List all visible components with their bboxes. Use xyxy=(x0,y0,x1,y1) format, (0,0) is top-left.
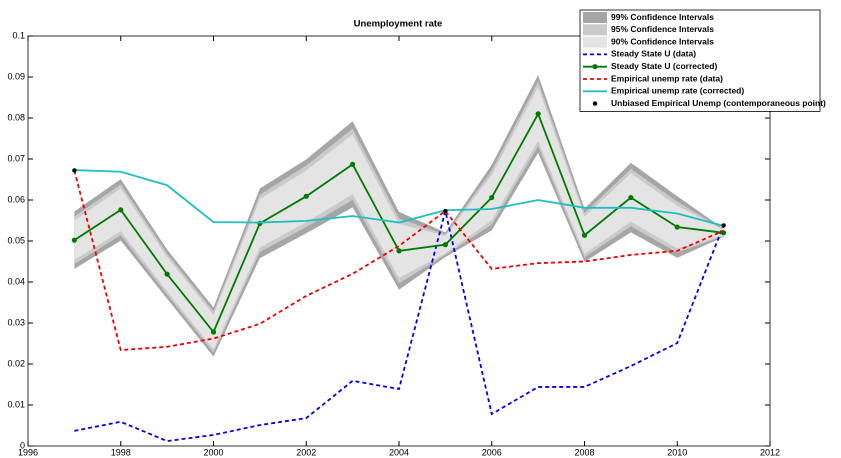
legend-label: Unbiased Empirical Unemp (contemporaneou… xyxy=(611,98,826,108)
x-tick-label: 2010 xyxy=(667,447,687,457)
x-tick-label: 2006 xyxy=(482,447,502,457)
legend-swatch xyxy=(583,12,607,23)
legend-label: Steady State U (data) xyxy=(611,49,696,59)
marker xyxy=(71,237,77,243)
y-tick-label: 0.02 xyxy=(7,358,25,368)
x-tick-label: 2008 xyxy=(574,447,594,457)
marker xyxy=(442,242,448,248)
x-tick-label: 2002 xyxy=(296,447,316,457)
marker xyxy=(489,194,495,201)
y-tick-label: 0.05 xyxy=(7,235,25,245)
y-tick-label: 0.1 xyxy=(12,30,25,40)
legend-label: 90% Confidence Intervals xyxy=(611,36,714,46)
marker xyxy=(674,224,680,230)
legend-swatch xyxy=(592,101,598,106)
y-tick-label: 0.04 xyxy=(7,276,25,286)
marker xyxy=(628,194,634,201)
legend-swatch xyxy=(592,64,598,70)
marker xyxy=(535,111,541,117)
confidence-band xyxy=(74,86,724,350)
legend-swatch xyxy=(583,24,607,36)
legend-label: Steady State U (corrected) xyxy=(611,61,717,71)
marker xyxy=(303,193,309,199)
series-line xyxy=(73,170,724,352)
y-tick-label: 0.07 xyxy=(7,153,25,163)
x-tick-label: 2004 xyxy=(389,447,409,457)
legend-label: 99% Confidence Intervals xyxy=(611,12,714,22)
marker xyxy=(164,271,170,277)
x-tick-label: 2000 xyxy=(203,447,223,457)
x-tick-label: 1998 xyxy=(111,447,131,457)
series-line xyxy=(74,169,724,227)
point xyxy=(721,223,726,228)
point xyxy=(72,168,77,173)
point xyxy=(443,208,448,214)
y-tick-label: 0.03 xyxy=(7,317,25,327)
x-tick-label: 2012 xyxy=(760,447,780,457)
chart-title: Unemployment rate xyxy=(354,19,443,30)
legend-label: 95% Confidence Intervals xyxy=(611,24,714,34)
y-tick-label: 0.08 xyxy=(7,112,25,122)
x-tick-label: 1996 xyxy=(18,447,38,457)
legend-label: Empirical unemp rate (corrected) xyxy=(611,86,744,96)
y-tick-label: 0.01 xyxy=(7,399,25,409)
marker xyxy=(581,232,588,238)
marker xyxy=(210,329,217,335)
series-line xyxy=(74,210,725,443)
plot-frame xyxy=(27,35,771,447)
marker xyxy=(396,248,402,254)
legend-swatch xyxy=(583,36,607,48)
legend-label: Empirical unemp rate (data) xyxy=(611,73,723,83)
marker xyxy=(118,207,124,213)
y-tick-label: 0 xyxy=(20,440,25,450)
y-tick-label: 0.09 xyxy=(7,71,25,81)
marker xyxy=(350,161,356,167)
legend-box xyxy=(579,9,821,112)
y-tick-label: 0.06 xyxy=(7,194,25,204)
